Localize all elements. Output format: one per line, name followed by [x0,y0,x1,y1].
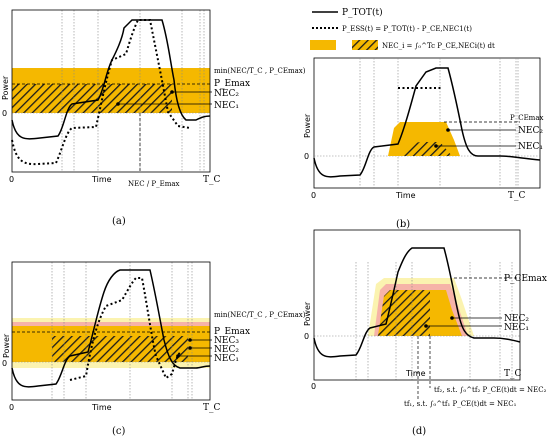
caption-b: (b) [396,219,410,230]
label-d-pcemax: P_CEmax [504,274,547,284]
caption-c: (c) [112,426,126,437]
label-c-nec3: NEC₃ [214,336,239,346]
caption-a: (a) [112,216,126,227]
ptot-curve-d [313,247,521,358]
legend-ptot: P_TOT(t) [342,7,383,18]
legend-nec: NEC_i = ∫₀^Tc P_CE,NECi(t) dt [382,42,495,50]
xlabel-c: Time [91,403,112,412]
ptot-curve [11,19,211,140]
label-c-pemax: P_Emax [214,327,250,337]
yzero-a: 0 [2,109,7,118]
xzero-b: 0 [311,191,316,200]
nec2-hatch-d [378,290,430,336]
label-c-nec1: NEC₁ [214,354,239,364]
panel-d: Power 0 0 Time T_C P_CEmax NEC₂ NEC₁ tf₂… [303,229,547,437]
legend-nec-swatch [310,40,336,50]
pess-curve [11,19,191,166]
ptot-curve-c [11,269,211,388]
label-b-pcemax: P_CEmax [510,114,543,122]
label-b-nec1: NEC₁ [518,142,543,152]
formula-tf2: tf₂, s.t. ∫₀^tf₂ P_CE(t)dt = NEC₂ [434,386,547,394]
panel-b: P_TOT(t) P_ESS(t) = P_TOT(t) - P_CE,NEC1… [303,7,543,230]
yzero-c: 0 [2,359,7,368]
caption-d: (d) [412,426,426,437]
label-a-nec2: NEC₂ [214,89,239,99]
panel-a: Power 0 0 Time T_C NEC / P_Emax min(NEC/… [1,9,306,227]
label-c-min: min(NEC/T_C , P_CEmax) [214,311,306,319]
label-d-nec1: NEC₁ [504,323,529,333]
ylabel-c: Power [2,333,11,358]
xzero-d: 0 [311,382,316,391]
xlabel-d: Time [405,369,426,378]
formula-tf1: tf₁, s.t. ∫₀^tf₁ P_CE(t)dt = NEC₁ [404,400,517,408]
nec2-hatch [12,84,172,113]
xlabel-a: Time [91,175,112,184]
xend-d: T_C [504,369,522,379]
legend-pess: P_ESS(t) = P_TOT(t) - P_CE,NEC1(t) [342,25,472,33]
label-a-min: min(NEC/T_C , P_CEmax) [214,67,306,75]
xmarker-a: NEC / P_Emax [128,180,180,188]
legend-hatch-swatch [352,40,378,50]
ylabel-b: Power [303,113,312,138]
nec1-hatch-b [398,142,452,156]
ptot-curve-b [313,67,541,178]
yzero-d: 0 [304,332,309,341]
xzero-c: 0 [9,403,14,412]
ylabel-a: Power [1,75,10,100]
pess-curve-c [69,277,183,381]
xend-a: T_C [203,175,221,185]
label-c-nec2: NEC₂ [214,345,239,355]
legend: P_TOT(t) P_ESS(t) = P_TOT(t) - P_CE,NEC1… [310,7,495,50]
label-b-nec2: NEC₂ [518,126,543,136]
xend-c: T_C [203,403,221,413]
yzero-b: 0 [304,152,309,161]
xend-b: T_C [508,191,526,201]
panel-c: Power 0 0 Time T_C min(NEC/T_C , P_CEmax… [2,261,306,437]
label-d-nec2: NEC₂ [504,314,529,324]
label-a-nec1: NEC₁ [214,101,239,111]
xlabel-b: Time [395,191,416,200]
ylabel-d: Power [303,301,312,326]
xzero-a: 0 [9,175,14,184]
nec2-hatch-c [52,336,188,362]
label-a-pemax: P_Emax [214,79,250,89]
